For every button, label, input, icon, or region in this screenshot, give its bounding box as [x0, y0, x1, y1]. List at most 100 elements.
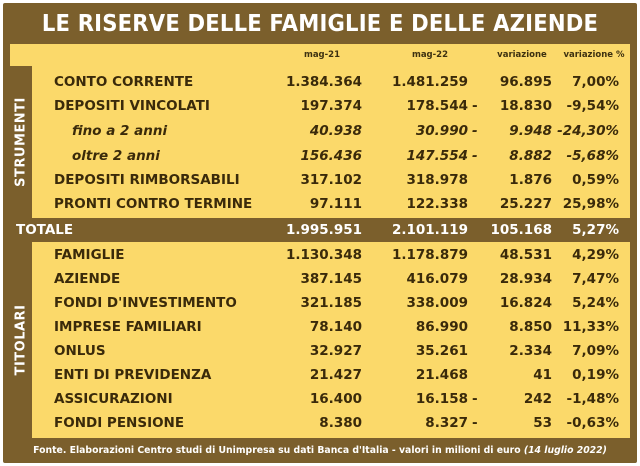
cell-mag21: 32.927	[309, 343, 362, 359]
cell-mag22: 8.327	[425, 415, 468, 431]
cell-variazione: 1.876	[509, 172, 552, 188]
cell-sign	[472, 339, 482, 363]
table-row: PRONTI CONTRO TERMINE 97.111 122.338 25.…	[32, 192, 630, 216]
cell-variazione-pct: -9,54%	[566, 98, 619, 114]
table-row: AZIENDE 387.145 416.079 28.934 7,47%	[32, 267, 630, 291]
table-row: CONTO CORRENTE 1.384.364 1.481.259 96.89…	[32, 70, 630, 94]
cell-mag22: 86.990	[415, 319, 468, 335]
footnote-date: (14 luglio 2022)	[523, 445, 607, 456]
cell-variazione-pct: 7,00%	[572, 74, 619, 90]
cell-sign	[472, 168, 482, 192]
table-panel: mag-21 mag-22 variazione variazione % ST…	[10, 44, 630, 438]
cell-sign	[472, 291, 482, 315]
cell-variazione-pct: -5,68%	[566, 148, 619, 164]
table-row: DEPOSITI VINCOLATI 197.374 178.544 - 18.…	[32, 94, 630, 118]
row-label: ASSICURAZIONI	[54, 391, 173, 407]
row-label: oltre 2 anni	[72, 148, 160, 164]
row-label: DEPOSITI RIMBORSABILI	[54, 172, 240, 188]
row-label: IMPRESE FAMILIARI	[54, 319, 202, 335]
row-label: FONDI D'INVESTIMENTO	[54, 295, 237, 311]
cell-variazione: 8.850	[509, 319, 552, 335]
cell-mag22: 318.978	[406, 172, 469, 188]
col-header-variazione-pct: variazione %	[563, 50, 625, 60]
cell-mag21: 197.374	[300, 98, 363, 114]
cell-sign	[472, 192, 482, 216]
cell-variazione: 2.334	[509, 343, 552, 359]
total-variazione: 105.168	[490, 222, 553, 238]
row-label: FAMIGLIE	[54, 247, 125, 263]
cell-mag21: 21.427	[309, 367, 362, 383]
cell-mag21: 387.145	[300, 271, 363, 287]
cell-mag22: 21.468	[415, 367, 468, 383]
cell-variazione-pct: 7,47%	[572, 271, 619, 287]
cell-mag22: 338.009	[406, 295, 469, 311]
cell-mag21: 1.130.348	[285, 247, 362, 263]
cell-variazione-pct: 0,19%	[572, 367, 619, 383]
cell-sign: -	[472, 148, 478, 164]
cell-mag22: 1.481.259	[391, 74, 468, 90]
cell-mag22: 1.178.879	[391, 247, 468, 263]
table-row: DEPOSITI RIMBORSABILI 317.102 318.978 1.…	[32, 168, 630, 192]
row-label: CONTO CORRENTE	[54, 74, 194, 90]
table-row: FONDI PENSIONE 8.380 8.327 - 53 -0,63%	[32, 411, 630, 435]
cell-mag21: 321.185	[300, 295, 363, 311]
page-title: LE RISERVE DELLE FAMIGLIE E DELLE AZIEND…	[41, 11, 599, 71]
table-row: ENTI DI PREVIDENZA 21.427 21.468 41 0,19…	[32, 363, 630, 387]
total-label: TOTALE	[16, 222, 74, 238]
cell-mag21: 8.380	[319, 415, 362, 431]
cell-variazione-pct: 0,59%	[572, 172, 619, 188]
table-frame: LE RISERVE DELLE FAMIGLIE E DELLE AZIEND…	[3, 3, 637, 463]
table-row: fino a 2 anni 40.938 30.990 - 9.948 -24,…	[32, 119, 630, 143]
col-header-mag22: mag-22	[411, 50, 449, 60]
row-label: AZIENDE	[54, 271, 121, 287]
col-header-variazione: variazione	[497, 50, 547, 60]
cell-variazione-pct: -0,63%	[566, 415, 619, 431]
cell-variazione-pct: 4,29%	[572, 247, 619, 263]
cell-mag21: 1.384.364	[285, 74, 362, 90]
table-row: ONLUS 32.927 35.261 2.334 7,09%	[32, 339, 630, 363]
total-row: TOTALE 1.995.951 2.101.119 105.168 5,27%	[10, 218, 630, 242]
cell-mag21: 78.140	[309, 319, 362, 335]
cell-mag22: 35.261	[415, 343, 468, 359]
cell-mag22: 416.079	[406, 271, 469, 287]
cell-variazione-pct: -1,48%	[566, 391, 619, 407]
cell-variazione: 48.531	[499, 247, 552, 263]
cell-mag22: 178.544	[406, 98, 469, 114]
cell-sign	[472, 315, 482, 339]
table-row: FONDI D'INVESTIMENTO 321.185 338.009 16.…	[32, 291, 630, 315]
cell-variazione: 25.227	[499, 196, 552, 212]
cell-variazione: 41	[533, 367, 552, 383]
row-label: FONDI PENSIONE	[54, 415, 185, 431]
section-label-titolari: TITOLARI	[13, 304, 29, 376]
row-label: ONLUS	[54, 343, 106, 359]
cell-mag21: 40.938	[309, 123, 362, 139]
cell-sign: -	[472, 391, 478, 407]
cell-variazione: 242	[523, 391, 552, 407]
cell-mag22: 122.338	[406, 196, 469, 212]
cell-mag21: 16.400	[309, 391, 362, 407]
cell-variazione-pct: 25,98%	[562, 196, 619, 212]
cell-variazione-pct: -24,30%	[557, 123, 619, 139]
cell-variazione: 16.824	[499, 295, 552, 311]
cell-sign: -	[472, 98, 478, 114]
footnote-source: Fonte. Elaborazioni Centro studi di Unim…	[33, 445, 521, 456]
cell-sign	[472, 363, 482, 387]
col-header-mag21: mag-21	[303, 50, 341, 60]
cell-sign: -	[472, 415, 478, 431]
cell-variazione-pct: 11,33%	[562, 319, 619, 335]
total-variazione-pct: 5,27%	[572, 222, 619, 238]
table-row: ASSICURAZIONI 16.400 16.158 - 242 -1,48%	[32, 387, 630, 411]
section-label-strumenti: STRUMENTI	[13, 97, 29, 187]
cell-variazione: 96.895	[499, 74, 552, 90]
cell-mag21: 317.102	[300, 172, 363, 188]
cell-mag22: 147.554	[406, 148, 469, 164]
source-footnote: Fonte. Elaborazioni Centro studi di Unim…	[3, 440, 637, 462]
cell-mag22: 30.990	[415, 123, 468, 139]
row-label: ENTI DI PREVIDENZA	[54, 367, 212, 383]
cell-variazione-pct: 5,24%	[572, 295, 619, 311]
side-band-strumenti: STRUMENTI	[10, 66, 32, 218]
cell-sign	[472, 243, 482, 267]
cell-sign	[472, 267, 482, 291]
row-label: PRONTI CONTRO TERMINE	[54, 196, 253, 212]
cell-variazione: 8.882	[509, 148, 552, 164]
